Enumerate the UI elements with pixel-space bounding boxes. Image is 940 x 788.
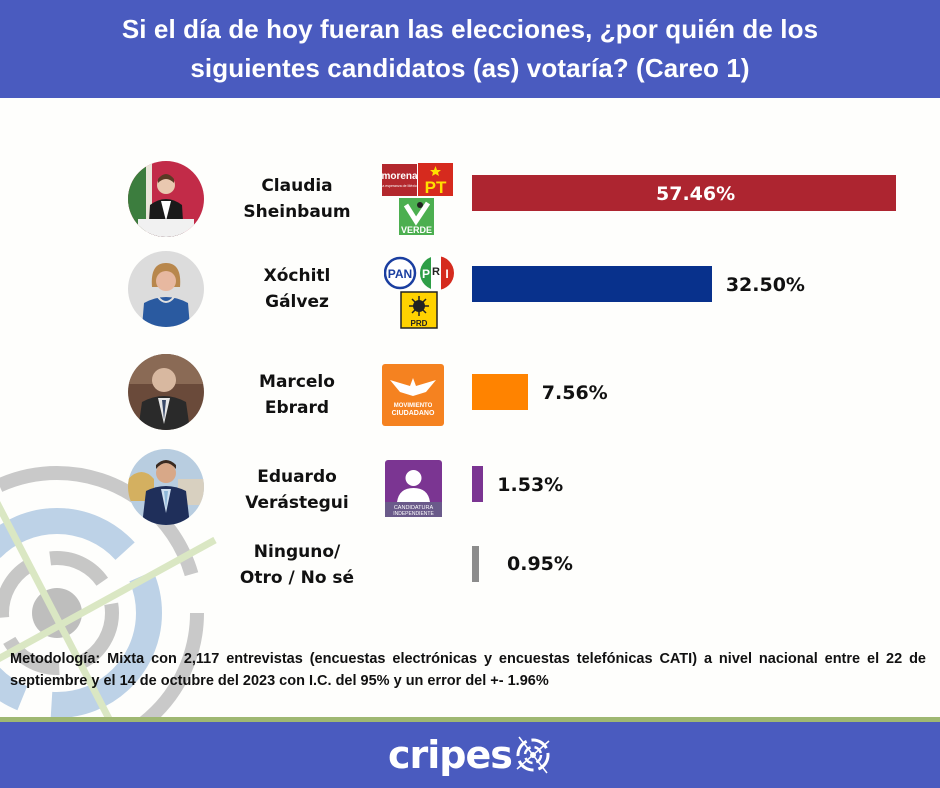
bar-sheinbaum: [472, 175, 896, 211]
morena-logo: morena La esperanza de México: [382, 164, 419, 196]
svg-text:MOVIMIENTO: MOVIMIENTO: [394, 403, 433, 409]
value-label-verastegui: 1.53%: [497, 474, 564, 496]
svg-text:P: P: [422, 267, 430, 281]
svg-text:morena: morena: [382, 171, 418, 182]
coalition-logos-morena-pt-verde: morena La esperanza de México PT VERDE: [382, 163, 453, 235]
title-line-1: Si el día de hoy fueran las elecciones, …: [121, 14, 819, 44]
name-line-1: Eduardo: [257, 467, 337, 487]
value-label-galvez: 32.50%: [725, 274, 805, 296]
svg-text:INDEPENDIENTE: INDEPENDIENTE: [393, 511, 434, 517]
name-line-1: Xóchitl: [263, 266, 331, 286]
brand-name: cripes: [388, 733, 513, 777]
svg-text:La esperanza de México: La esperanza de México: [382, 184, 419, 188]
avatar-galvez: [128, 251, 204, 327]
svg-text:PAN: PAN: [388, 267, 412, 281]
name-line-1: Claudia: [261, 176, 333, 196]
candidate-name: Xóchitl Gálvez: [222, 263, 372, 315]
name-line-2: Gálvez: [265, 292, 329, 312]
value-label-ebrard: 7.56%: [541, 382, 608, 404]
pan-logo: PAN: [384, 256, 417, 290]
bar-galvez: [472, 266, 712, 302]
coalition-logos-pan-pri-prd: PAN P R I PRD: [384, 256, 454, 329]
page-title: Si el día de hoy fueran las elecciones, …: [0, 10, 940, 88]
svg-text:I: I: [445, 267, 448, 281]
name-line-2: Otro / No sé: [239, 568, 355, 588]
pt-logo: PT: [418, 163, 453, 197]
brand-logo: cripes: [388, 730, 553, 780]
title-line-2: siguientes candidatos (as) votaría? (Car…: [190, 53, 750, 83]
svg-text:PT: PT: [425, 178, 447, 197]
candidate-name: Claudia Sheinbaum: [222, 173, 372, 225]
value-label-sheinbaum: 57.46%: [656, 183, 736, 205]
candidatura-independiente-logo: CANDIDATURA INDEPENDIENTE: [385, 460, 442, 517]
svg-text:VERDE: VERDE: [401, 225, 432, 235]
avatar-verastegui: [128, 449, 204, 525]
pri-logo: P R I: [420, 256, 454, 290]
avatar-sheinbaum: [128, 161, 204, 237]
value-label-ninguno: 0.95%: [507, 553, 573, 575]
header-banner: Si el día de hoy fueran las elecciones, …: [0, 0, 940, 98]
bar-ninguno: [472, 546, 479, 582]
target-icon: [516, 736, 550, 774]
verde-logo: VERDE: [399, 198, 434, 235]
candidate-name: Eduardo Verástegui: [222, 464, 372, 516]
svg-text:R: R: [432, 266, 440, 278]
name-line-2: Verástegui: [245, 493, 349, 513]
avatar-ebrard: [128, 354, 204, 430]
bar-ebrard: [472, 374, 528, 410]
name-line-2: Sheinbaum: [243, 202, 351, 222]
footer-banner: cripes: [0, 722, 940, 788]
candidate-name: Marcelo Ebrard: [222, 369, 372, 421]
accent-divider: [0, 717, 940, 722]
candidate-name: Ninguno/ Otro / No sé: [222, 539, 372, 591]
svg-text:CIUDADANO: CIUDADANO: [392, 410, 435, 417]
name-line-1: Marcelo: [259, 372, 335, 392]
movimiento-ciudadano-logo: MOVIMIENTO CIUDADANO: [382, 364, 444, 426]
name-line-2: Ebrard: [264, 398, 330, 418]
prd-logo: PRD: [400, 291, 438, 329]
bar-verastegui: [472, 466, 484, 502]
methodology-note: Metodología: Mixta con 2,117 entrevistas…: [10, 651, 926, 689]
svg-text:CANDIDATURA: CANDIDATURA: [394, 505, 434, 511]
svg-text:PRD: PRD: [411, 319, 428, 328]
name-line-1: Ninguno/: [253, 542, 341, 562]
